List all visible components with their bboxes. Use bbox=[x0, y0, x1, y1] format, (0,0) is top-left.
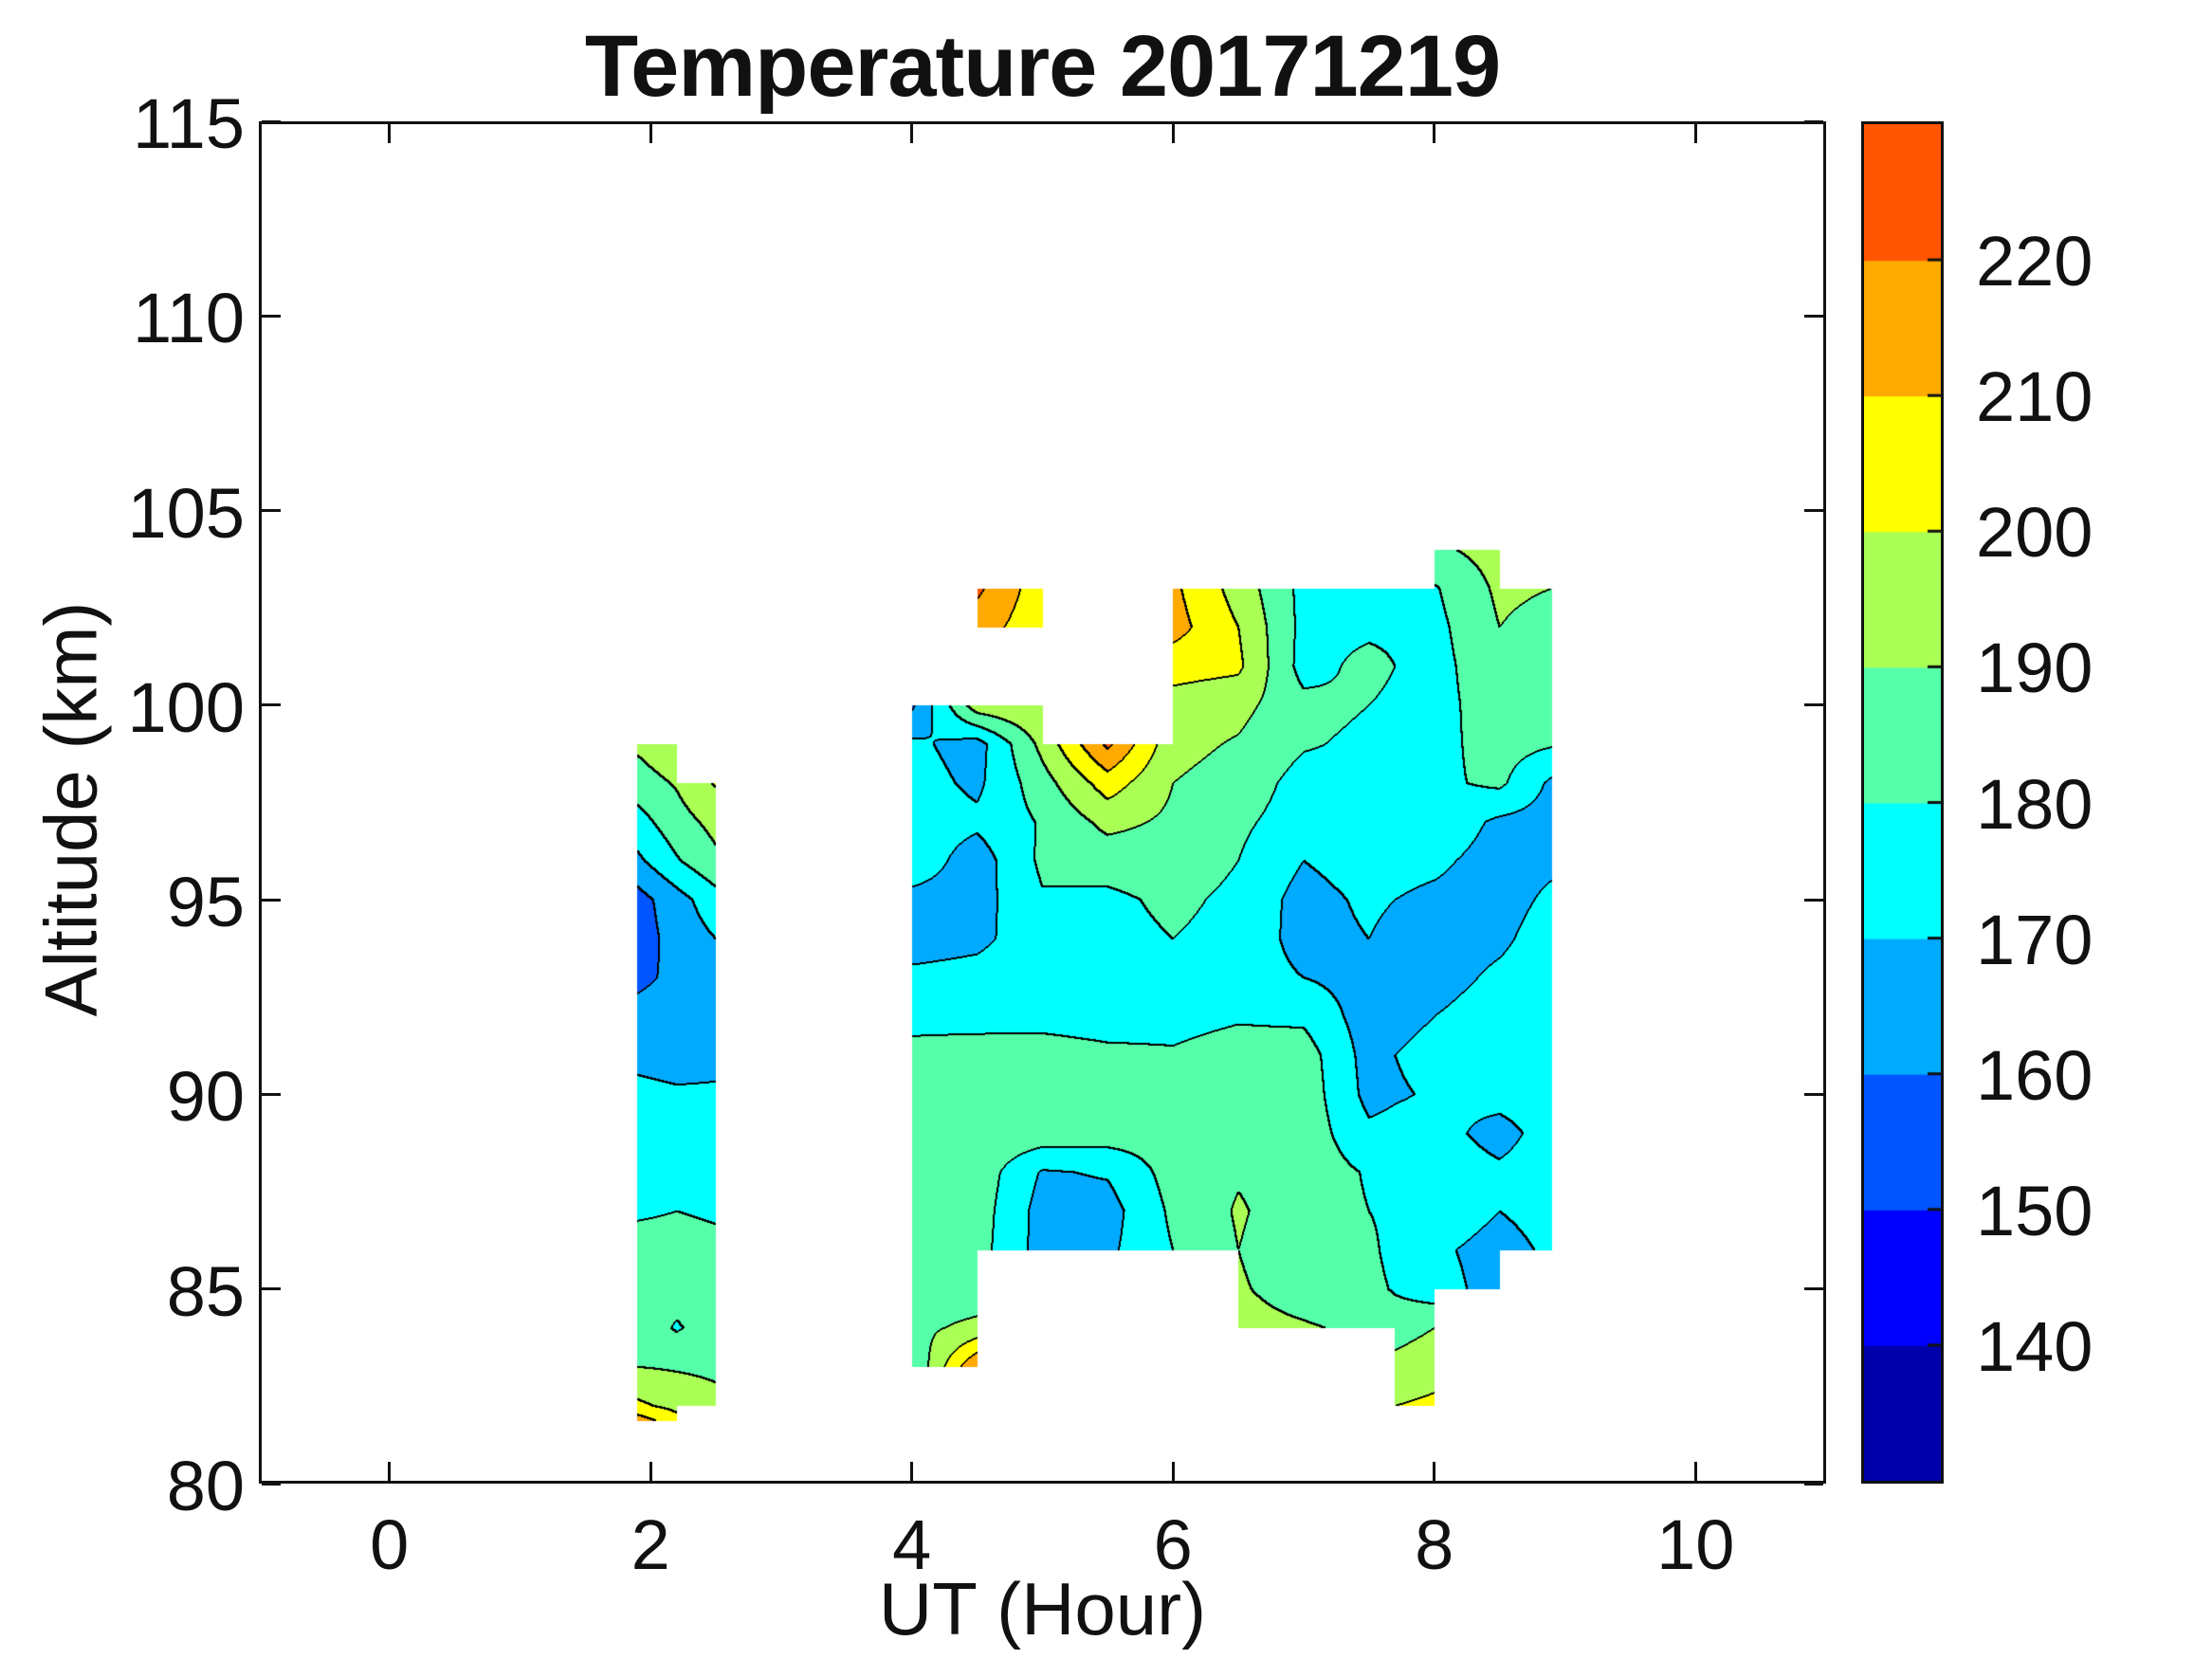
x-axis-title: UT (Hour) bbox=[878, 1567, 1207, 1650]
x-tick-mark bbox=[388, 1462, 392, 1481]
x-tick-mark bbox=[649, 1462, 652, 1481]
x-tick-mark bbox=[910, 1462, 914, 1481]
colorbar-tick-label: 220 bbox=[1976, 222, 2093, 301]
colorbar-tick-label: 170 bbox=[1976, 900, 2093, 979]
colorbar-tick-label: 140 bbox=[1976, 1306, 2093, 1386]
y-tick-mark bbox=[262, 703, 281, 707]
y-tick-mark-right bbox=[1804, 119, 1823, 123]
chart-title: Temperature 20171219 bbox=[584, 18, 1501, 115]
y-tick-mark-right bbox=[1804, 898, 1823, 902]
colorbar-tick-label: 160 bbox=[1976, 1035, 2093, 1115]
y-tick-label: 110 bbox=[133, 279, 245, 358]
x-tick-mark-top bbox=[1171, 124, 1175, 143]
x-tick-label: 8 bbox=[1415, 1505, 1454, 1584]
y-tick-label: 100 bbox=[127, 667, 245, 747]
x-tick-label: 0 bbox=[370, 1505, 410, 1584]
x-tick-mark-top bbox=[649, 124, 652, 143]
y-tick-mark-right bbox=[1804, 1482, 1823, 1486]
plot-border bbox=[259, 121, 1826, 1484]
y-tick-label: 90 bbox=[166, 1057, 245, 1137]
x-tick-label: 10 bbox=[1656, 1505, 1735, 1584]
x-tick-mark-top bbox=[910, 124, 914, 143]
colorbar-tick-label: 150 bbox=[1976, 1171, 2093, 1250]
y-tick-mark bbox=[262, 509, 281, 513]
colorbar-tick-label: 190 bbox=[1976, 629, 2093, 708]
y-axis-title: Altitude (km) bbox=[28, 601, 113, 1017]
y-tick-mark bbox=[262, 1482, 281, 1486]
y-tick-mark-right bbox=[1804, 314, 1823, 318]
x-tick-mark-top bbox=[1433, 124, 1436, 143]
y-tick-label: 105 bbox=[127, 473, 245, 553]
x-tick-label: 4 bbox=[892, 1505, 932, 1584]
x-tick-label: 2 bbox=[631, 1505, 670, 1584]
colorbar-tick-label: 210 bbox=[1976, 357, 2093, 437]
y-tick-label: 115 bbox=[133, 84, 245, 163]
y-tick-mark-right bbox=[1804, 509, 1823, 513]
y-tick-label: 80 bbox=[166, 1447, 245, 1525]
y-tick-mark bbox=[262, 314, 281, 318]
x-tick-mark-top bbox=[388, 124, 392, 143]
x-tick-mark bbox=[1171, 1462, 1175, 1481]
x-tick-label: 6 bbox=[1153, 1505, 1193, 1584]
x-tick-mark bbox=[1433, 1462, 1436, 1481]
contour-plot bbox=[259, 121, 1826, 1484]
y-tick-mark bbox=[262, 898, 281, 902]
y-tick-label: 95 bbox=[166, 863, 245, 942]
colorbar bbox=[1861, 121, 1944, 1484]
x-tick-mark bbox=[1693, 1462, 1697, 1481]
y-tick-mark-right bbox=[1804, 703, 1823, 707]
y-tick-mark-right bbox=[1804, 1287, 1823, 1291]
y-tick-label: 85 bbox=[166, 1251, 245, 1331]
colorbar-tick-label: 200 bbox=[1976, 493, 2093, 573]
x-tick-mark-top bbox=[1693, 124, 1697, 143]
y-tick-mark-right bbox=[1804, 1092, 1823, 1096]
y-tick-mark bbox=[262, 119, 281, 123]
colorbar-gradient bbox=[1864, 124, 1941, 1481]
y-tick-mark bbox=[262, 1287, 281, 1291]
y-tick-mark bbox=[262, 1092, 281, 1096]
colorbar-tick-label: 180 bbox=[1976, 764, 2093, 844]
